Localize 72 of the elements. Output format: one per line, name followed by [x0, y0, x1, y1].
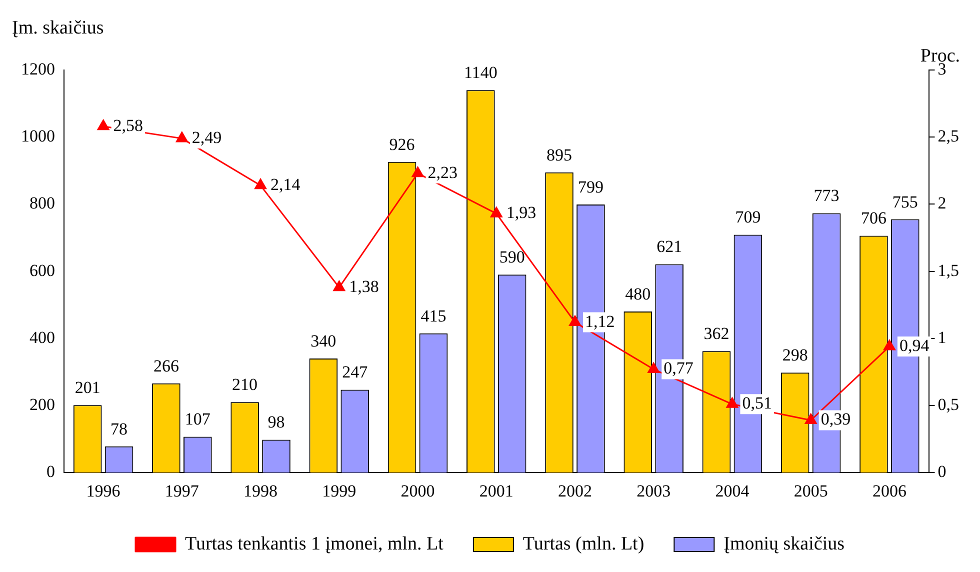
data-label: 107: [184, 410, 211, 429]
data-label: 2,49: [192, 128, 222, 147]
x-tick-label: 1996: [86, 481, 120, 500]
y-tick-label: 1200: [21, 59, 55, 78]
data-label: 2,58: [113, 116, 144, 135]
x-tick-label: 2002: [558, 481, 592, 500]
data-label: 298: [782, 346, 808, 365]
point: [333, 280, 346, 292]
x-tick-label: 1999: [322, 481, 356, 500]
y2-tick-label: 0: [938, 462, 946, 482]
point: [412, 166, 424, 178]
point: [97, 120, 110, 130]
x-tick-label: 2001: [479, 481, 514, 500]
data-label: 1140: [464, 63, 498, 82]
data-label: 1,93: [506, 203, 536, 222]
data-label: 201: [74, 378, 100, 398]
data-label: 247: [342, 362, 368, 382]
data-label: 895: [546, 145, 572, 164]
y2-tick-label: 1: [938, 328, 946, 347]
y-axis-title: Įm. skaičius: [12, 17, 104, 38]
data-label: 480: [625, 284, 651, 304]
data-label: 621: [656, 237, 682, 256]
data-label: 2,23: [428, 162, 458, 182]
point: [569, 316, 581, 326]
data-label: 78: [110, 419, 128, 438]
x-tick-label: 2003: [636, 481, 671, 500]
data-label: 1,38: [349, 276, 379, 296]
point: [648, 362, 660, 374]
data-label: 799: [578, 178, 604, 197]
data-label: 266: [153, 356, 179, 376]
data-label: 709: [735, 208, 761, 227]
data-label: 755: [892, 192, 918, 212]
point: [176, 132, 188, 142]
y2-tick-label: 1,5: [938, 260, 959, 280]
legend-label: Įmonių skaičius: [724, 533, 845, 554]
legend-label: Turtas tenkantis 1 įmonei, mln. Lt: [185, 533, 444, 554]
point: [490, 206, 502, 218]
y-tick-label: 600: [30, 260, 55, 280]
y-tick-label: 0: [46, 462, 55, 482]
data-label: 590: [499, 248, 525, 267]
data-label: 0,77: [664, 358, 694, 378]
x-tick-label: 2004: [715, 481, 750, 500]
y2-tick-label: 0,5: [938, 394, 959, 414]
y-tick-label: 800: [30, 194, 55, 213]
legend-label: Turtas (mln. Lt): [522, 533, 644, 554]
data-label: 210: [232, 375, 258, 394]
y-tick-label: 400: [30, 328, 55, 347]
x-tick-label: 2000: [400, 481, 435, 500]
point: [254, 178, 266, 190]
data-label: 2,14: [270, 174, 301, 194]
data-label: 98: [268, 412, 285, 432]
data-label: 1,12: [584, 312, 615, 331]
data-label: 340: [310, 332, 336, 350]
data-label: 0,39: [820, 410, 851, 429]
y-tick-label: 1000: [21, 126, 55, 146]
x-tick-label: 1998: [244, 481, 278, 500]
x-tick-label: 2006: [872, 481, 906, 500]
data-label: 706: [860, 208, 886, 228]
x-tick-label: 1997: [164, 481, 200, 500]
data-label: 926: [389, 134, 415, 154]
point: [726, 397, 738, 408]
y2-tick-label: 2,5: [938, 126, 959, 146]
point: [883, 340, 896, 350]
x-tick-label: 2005: [794, 481, 828, 500]
y-tick-label: 200: [30, 394, 55, 414]
data-label: 415: [420, 306, 446, 326]
data-label: 362: [704, 324, 730, 344]
data-label: 0,51: [742, 394, 772, 413]
data-label: 773: [814, 186, 840, 206]
point: [804, 414, 817, 424]
y2-tick-label: 2: [938, 194, 946, 213]
data-label: 0,94: [899, 336, 930, 355]
